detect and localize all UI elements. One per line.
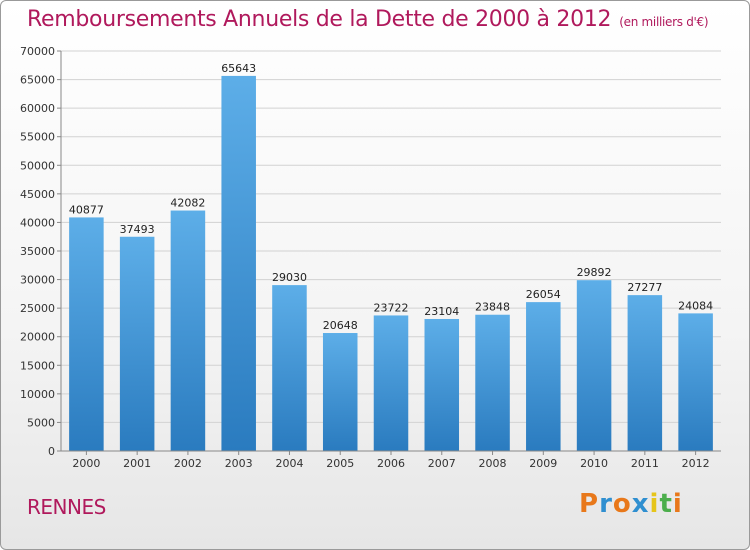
x-tick-label: 2004	[275, 457, 303, 470]
x-tick-label: 2002	[174, 457, 202, 470]
chart-unit: (en milliers d'€)	[619, 15, 709, 29]
x-tick-label: 2000	[72, 457, 100, 470]
x-tick-label: 2010	[580, 457, 608, 470]
data-label: 37493	[120, 223, 155, 236]
data-label: 27277	[627, 281, 662, 294]
logo-letter: P	[579, 489, 600, 519]
bar	[322, 333, 358, 451]
y-tick-label: 5000	[27, 416, 55, 429]
y-tick-label: 10000	[20, 388, 55, 401]
bar	[119, 236, 155, 451]
data-label: 40877	[69, 203, 104, 216]
x-tick-label: 2005	[326, 457, 354, 470]
x-tick-label: 2001	[123, 457, 151, 470]
bar	[475, 314, 510, 451]
y-tick-label: 60000	[20, 102, 55, 115]
bars: 40877 37493 42082 65643 29030 20648 23722 23104…	[69, 62, 713, 451]
x-tick-label: 2006	[377, 457, 405, 470]
bar	[576, 280, 612, 451]
x-tick-label: 2012	[682, 457, 710, 470]
y-tick-label: 35000	[20, 245, 55, 258]
logo-letter: i	[649, 489, 660, 519]
logo-letter: r	[599, 489, 613, 519]
data-label: 26054	[526, 288, 561, 301]
y-tick-label: 40000	[20, 216, 55, 229]
data-label: 23722	[374, 301, 409, 314]
bar	[272, 285, 307, 451]
data-label: 29030	[272, 271, 307, 284]
data-label: 20648	[323, 319, 358, 332]
y-tick-label: 0	[48, 445, 55, 458]
x-tick-label: 2007	[428, 457, 456, 470]
bar	[373, 315, 409, 451]
logo-letter: t	[659, 489, 673, 519]
y-tick-label: 30000	[20, 274, 55, 287]
data-label: 24084	[678, 299, 713, 312]
data-label: 65643	[221, 62, 256, 75]
x-tick-label: 2008	[479, 457, 507, 470]
y-axis: 0 5000 10000 15000 20000 25000 30000 35000 40000…	[20, 45, 62, 458]
y-tick-label: 20000	[20, 331, 55, 344]
data-label: 42082	[170, 197, 205, 210]
y-tick-label: 45000	[20, 188, 55, 201]
logo-letter: i	[672, 489, 683, 519]
x-axis: 2000 2001 2002 2003 2004 2005 2006 2007 2008 2009…	[61, 450, 721, 470]
bar	[627, 295, 663, 451]
bar	[424, 318, 460, 451]
bar	[170, 210, 206, 451]
bar	[69, 217, 104, 451]
y-tick-label: 65000	[20, 74, 55, 87]
bar	[678, 313, 713, 451]
x-tick-label: 2011	[631, 457, 659, 470]
logo-letter: o	[612, 489, 632, 519]
y-tick-label: 25000	[20, 302, 55, 315]
data-label: 23848	[475, 301, 510, 314]
bar	[526, 302, 561, 451]
chart-title-text: Remboursements Annuels de la Dette de 20…	[27, 7, 612, 32]
y-tick-label: 55000	[20, 131, 55, 144]
logo-letter: x	[631, 489, 650, 519]
data-label: 23104	[424, 305, 459, 318]
x-tick-label: 2009	[529, 457, 557, 470]
city-name: RENNES	[27, 495, 106, 519]
bar	[221, 75, 256, 451]
chart-title: Remboursements Annuels de la Dette de 20…	[27, 7, 709, 32]
proxiti-logo[interactable]: Proxiti	[579, 489, 683, 519]
data-label: 29892	[577, 266, 612, 279]
y-tick-label: 15000	[20, 359, 55, 372]
y-tick-label: 70000	[20, 45, 55, 58]
x-tick-label: 2003	[225, 457, 253, 470]
y-tick-label: 50000	[20, 159, 55, 172]
